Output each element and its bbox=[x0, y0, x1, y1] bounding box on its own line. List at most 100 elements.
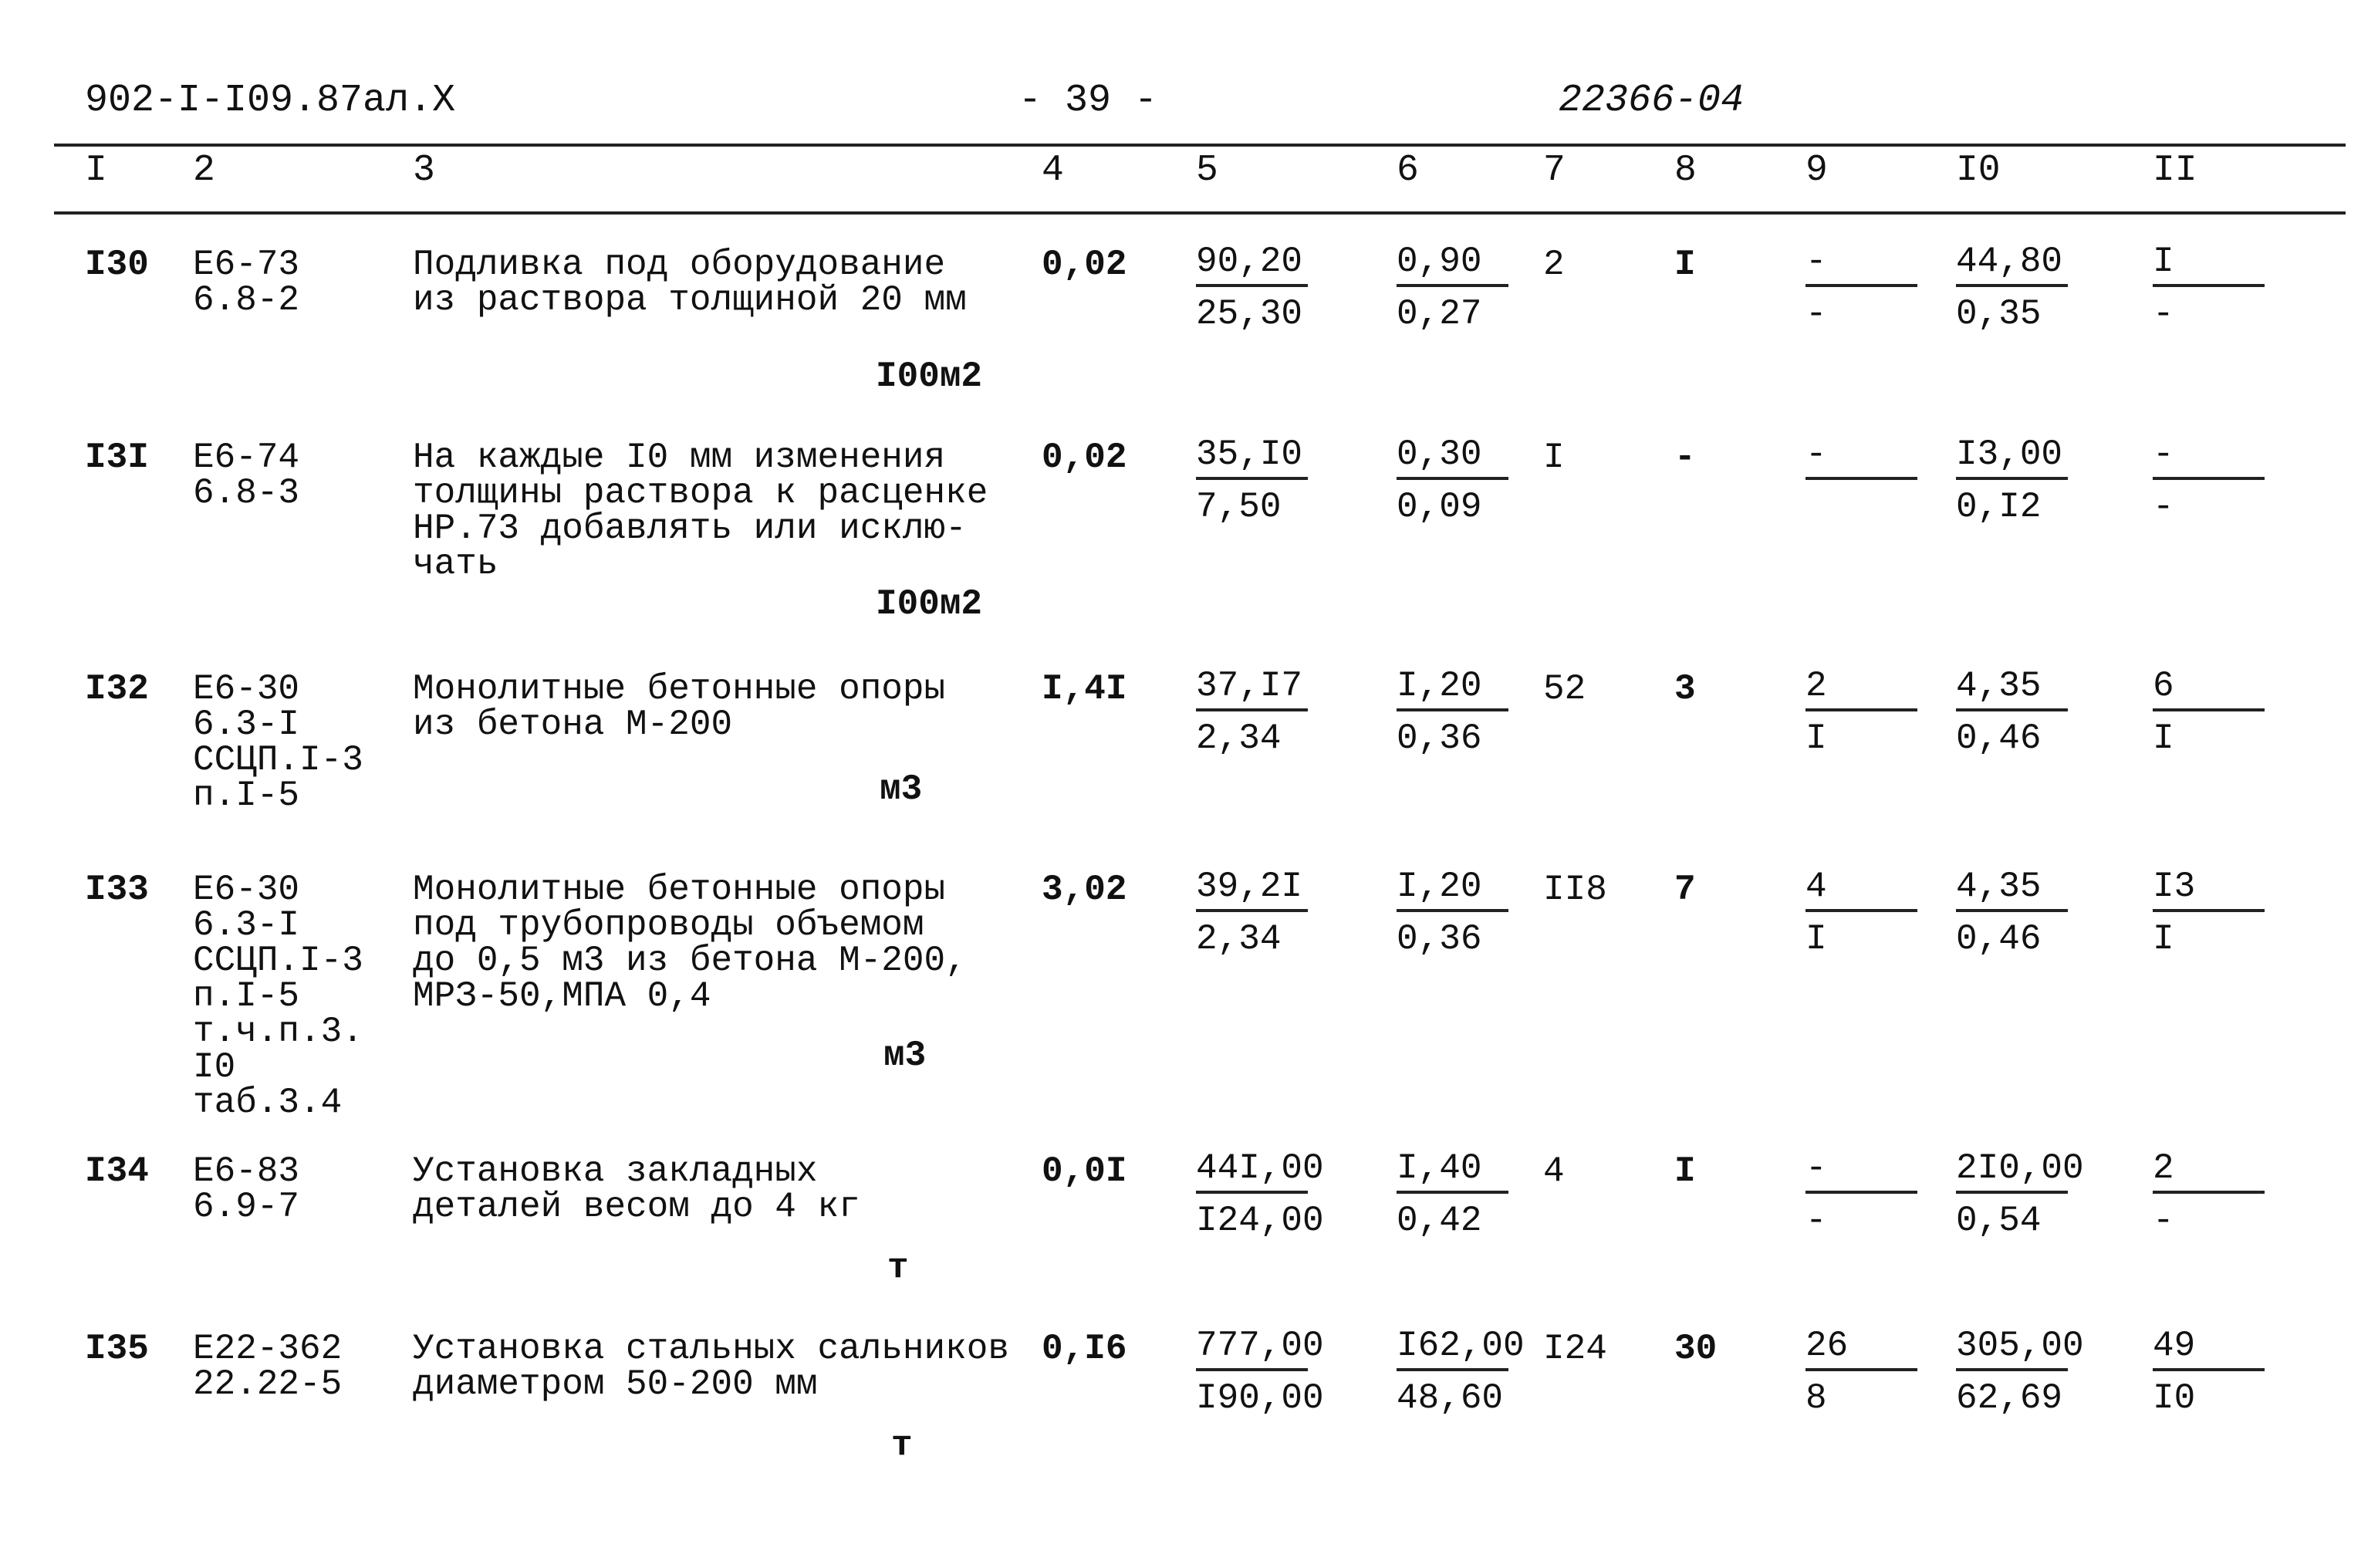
work-description: На каждые I0 мм изменения толщины раство… bbox=[413, 438, 988, 584]
denominator: 48,60 bbox=[1397, 1378, 1504, 1418]
denominator: I bbox=[2153, 919, 2174, 959]
quantity: I,4I bbox=[1042, 669, 1127, 709]
column-header: 9 bbox=[1805, 150, 1828, 191]
value-col8: I bbox=[1674, 1151, 1696, 1191]
quantity: 0,02 bbox=[1042, 438, 1127, 478]
column-header: 6 bbox=[1397, 150, 1419, 191]
quantity: 0,I6 bbox=[1042, 1329, 1127, 1369]
column-header: 4 bbox=[1042, 150, 1064, 191]
header-rule bbox=[54, 211, 2346, 215]
numerator: I3,00 bbox=[1956, 435, 2068, 480]
column-header: 5 bbox=[1196, 150, 1218, 191]
column-header: 7 bbox=[1543, 150, 1566, 191]
column-header: 2 bbox=[193, 150, 215, 191]
numerator: 37,I7 bbox=[1196, 667, 1308, 711]
fraction-value-c10: 4,35 0,46 bbox=[1956, 667, 2068, 756]
denominator: 2,34 bbox=[1196, 718, 1282, 759]
denominator bbox=[1805, 489, 1917, 525]
work-description: Подливка под оборудование из раствора то… bbox=[413, 245, 967, 320]
unit-of-measure: I00м2 bbox=[876, 584, 983, 624]
denominator: 8 bbox=[1805, 1378, 1827, 1418]
norm-code: Е6-30 6.3-I ССЦП.I-3 п.I-5 bbox=[193, 669, 363, 816]
value-col7: 4 bbox=[1543, 1151, 1565, 1191]
numerator: 44,80 bbox=[1956, 242, 2068, 287]
row-number: I30 bbox=[85, 245, 149, 285]
numerator: I,40 bbox=[1397, 1149, 1508, 1194]
numerator: - bbox=[2153, 435, 2265, 480]
numerator: 49 bbox=[2153, 1326, 2265, 1371]
fraction-value-c5: 35,I0 7,50 bbox=[1196, 435, 1308, 525]
numerator: 6 bbox=[2153, 667, 2265, 711]
fraction-value-c10: 305,00 62,69 bbox=[1956, 1326, 2084, 1418]
quantity: 3,02 bbox=[1042, 870, 1127, 910]
denominator: I bbox=[2153, 718, 2174, 759]
column-header: II bbox=[2153, 150, 2197, 191]
table-row: I33 Е6-30 6.3-I ССЦП.I-3 п.I-5 т.ч.п.3. I… bbox=[0, 867, 2378, 1120]
value-col7: I bbox=[1543, 438, 1565, 478]
denominator: - bbox=[1805, 1201, 1827, 1241]
numerator: I,20 bbox=[1397, 867, 1508, 912]
denominator: I bbox=[1805, 919, 1827, 959]
fraction-value-c9: - bbox=[1805, 435, 1917, 525]
numerator: 35,I0 bbox=[1196, 435, 1308, 480]
numerator: 44I,00 bbox=[1196, 1149, 1324, 1194]
fraction-value-c11: 2- bbox=[2153, 1149, 2265, 1239]
quantity: 0,0I bbox=[1042, 1151, 1127, 1191]
numerator: 2 bbox=[1805, 667, 1917, 711]
norm-code: Е6-83 6.9-7 bbox=[193, 1151, 300, 1227]
norm-code: Е6-30 6.3-I ССЦП.I-3 п.I-5 т.ч.п.3. I0 т… bbox=[193, 870, 363, 1123]
fraction-value-c11: I- bbox=[2153, 242, 2265, 332]
row-number: I32 bbox=[85, 669, 149, 709]
table-row: I34 Е6-83 6.9-7 Установка закладных детале… bbox=[0, 1149, 2378, 1286]
denominator: 0,27 bbox=[1397, 294, 1482, 334]
value-col7: 52 bbox=[1543, 669, 1586, 709]
fraction-value-c9: 26 8 bbox=[1805, 1326, 1917, 1416]
fraction-value-c6: I62,00 48,60 bbox=[1397, 1326, 1525, 1418]
numerator: 0,90 bbox=[1397, 242, 1508, 287]
quantity: 0,02 bbox=[1042, 245, 1127, 285]
table-row: I3I Е6-74 6.8-3 На каждые I0 мм изменения … bbox=[0, 435, 2378, 622]
numerator: 305,00 bbox=[1956, 1326, 2084, 1371]
denominator: 0,54 bbox=[1956, 1201, 2042, 1241]
table-row: I30 Е6-73 6.8-2 Подливка под оборудование … bbox=[0, 242, 2378, 394]
denominator: 0,46 bbox=[1956, 919, 2042, 959]
value-col8: - bbox=[1674, 438, 1696, 478]
fraction-value-c5: 44I,00 I24,00 bbox=[1196, 1149, 1324, 1239]
numerator: I bbox=[2153, 242, 2265, 287]
fraction-value-c5: 90,20 25,30 bbox=[1196, 242, 1308, 332]
page-number: - 39 - bbox=[1018, 79, 1158, 123]
work-description: Монолитные бетонные опоры под трубопрово… bbox=[413, 870, 967, 1016]
fraction-value-c6: 0,90 0,27 bbox=[1397, 242, 1508, 332]
column-header: I bbox=[85, 150, 107, 191]
numerator: I3 bbox=[2153, 867, 2265, 912]
value-col8: 30 bbox=[1674, 1329, 1718, 1369]
fraction-value-c10: 4,35 0,46 bbox=[1956, 867, 2068, 957]
document-code: 902-I-I09.87ал.X bbox=[85, 79, 456, 123]
value-col8: 7 bbox=[1674, 870, 1696, 910]
fraction-value-c10: 2I0,00 0,54 bbox=[1956, 1149, 2084, 1241]
value-col7: I24 bbox=[1543, 1329, 1607, 1369]
work-description: Установка закладных деталей весом до 4 к… bbox=[413, 1151, 860, 1227]
denominator: 0,36 bbox=[1397, 919, 1482, 959]
column-header: 3 bbox=[413, 150, 435, 191]
fraction-value-c6: I,40 0,42 bbox=[1397, 1149, 1508, 1239]
norm-code: Е22-362 22.22-5 bbox=[193, 1329, 343, 1404]
work-description: Монолитные бетонные опоры из бетона М-20… bbox=[413, 669, 946, 745]
denominator: 7,50 bbox=[1196, 487, 1282, 527]
denominator: 2,34 bbox=[1196, 919, 1282, 959]
denominator: - bbox=[2153, 294, 2174, 334]
fraction-value-c9: -- bbox=[1805, 1149, 1917, 1239]
norm-code: Е6-73 6.8-2 bbox=[193, 245, 300, 320]
row-number: I35 bbox=[85, 1329, 149, 1369]
value-col8: 3 bbox=[1674, 669, 1696, 709]
denominator: 0,42 bbox=[1397, 1201, 1482, 1241]
denominator: 0,09 bbox=[1397, 487, 1482, 527]
fraction-value-c6: 0,30 0,09 bbox=[1397, 435, 1508, 525]
row-number: I3I bbox=[85, 438, 149, 478]
denominator: I0 bbox=[2153, 1378, 2196, 1418]
fraction-value-c5: 39,2I 2,34 bbox=[1196, 867, 1308, 957]
fraction-value-c11: I3 I bbox=[2153, 867, 2265, 957]
denominator: 62,69 bbox=[1956, 1378, 2063, 1418]
denominator: 0,46 bbox=[1956, 718, 2042, 759]
